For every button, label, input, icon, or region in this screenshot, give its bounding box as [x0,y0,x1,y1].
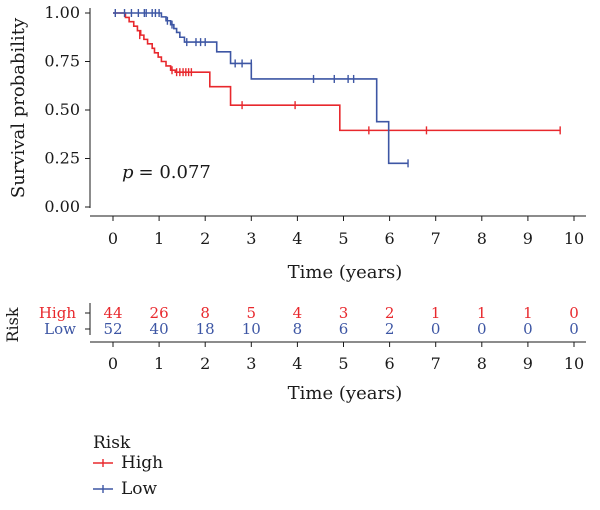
x-tick-label: 8 [477,229,487,248]
x-ticks: 0 1 2 3 4 5 6 7 8 9 10 [108,216,584,248]
p-value: = 0.077 [139,162,211,183]
x-tick-label: 0 [108,229,118,248]
risk-count-low: 0 [523,320,533,338]
risk-count-low: 0 [431,320,441,338]
risk-count-low: 40 [150,320,169,338]
risk-count-high: 1 [477,304,487,322]
survival-curves [113,9,561,168]
curve-low [113,12,409,165]
x-tick-label: 3 [246,229,256,248]
risk-x-tick-label: 3 [246,354,256,373]
risk-count-low: 0 [477,320,487,338]
risk-count-high: 1 [523,304,533,322]
y-tick-label: 0.00 [44,197,80,216]
risk-x-tick-label: 6 [385,354,395,373]
risk-count-high: 2 [385,304,395,322]
risk-row-label-low: Low [44,320,76,338]
risk-count-high: 8 [200,304,210,322]
p-value-annotation: p = 0.077 [122,162,211,183]
risk-x-tick-label: 10 [564,354,584,373]
y-tick-label: 0.75 [44,52,80,71]
risk-count-low: 52 [103,320,122,338]
risk-count-low: 2 [385,320,395,338]
x-tick-label: 4 [292,229,302,248]
risk-count-high: 44 [103,304,122,322]
risk-x-tick-label: 7 [431,354,441,373]
x-tick-label: 9 [523,229,533,248]
y-tick-label: 1.00 [44,3,80,22]
legend-items: High Low [93,453,163,499]
y-axis-title: Survival probability [8,17,29,198]
x-tick-label: 7 [431,229,441,248]
risk-x-tick-label: 1 [154,354,164,373]
risk-x-axis-title: Time (years) [288,383,403,404]
x-tick-label: 5 [338,229,348,248]
y-ticks: 0.00 0.25 0.50 0.75 1.00 [44,3,90,216]
legend-title: Risk [93,433,131,453]
survival-plot: Survival probability 0.00 0.25 0.50 0.75 1.0… [8,3,586,283]
risk-count-low: 0 [569,320,579,338]
risk-x-tick-label: 8 [477,354,487,373]
risk-count-low: 18 [196,320,215,338]
x-tick-label: 1 [154,229,164,248]
legend-label-high: High [121,453,163,473]
risk-count-high: 0 [569,304,579,322]
y-tick-label: 0.25 [44,149,80,168]
risk-x-ticks: 0 1 2 3 4 5 6 7 8 9 10 [108,342,584,373]
risk-x-tick-label: 4 [292,354,302,373]
risk-count-high: 3 [339,304,349,322]
risk-row-label-high: High [39,304,76,322]
risk-count-high: 4 [293,304,303,322]
risk-x-tick-label: 9 [523,354,533,373]
legend: Risk High Low [93,433,163,499]
risk-count-low: 10 [242,320,261,338]
risk-x-tick-label: 5 [338,354,348,373]
x-tick-label: 10 [564,229,584,248]
curve-high [113,12,561,132]
risk-count-high: 1 [431,304,441,322]
risk-table-title: Risk [3,307,22,342]
y-tick-label: 0.50 [44,100,80,119]
risk-count-high: 5 [247,304,257,322]
x-axis-title: Time (years) [288,262,403,283]
x-tick-label: 6 [385,229,395,248]
risk-x-tick-label: 2 [200,354,210,373]
legend-label-low: Low [121,479,158,499]
p-symbol: p [122,162,134,183]
risk-count-high: 26 [150,304,169,322]
risk-x-tick-label: 0 [108,354,118,373]
risk-count-low: 6 [339,320,349,338]
risk-count-low: 8 [293,320,303,338]
x-tick-label: 2 [200,229,210,248]
